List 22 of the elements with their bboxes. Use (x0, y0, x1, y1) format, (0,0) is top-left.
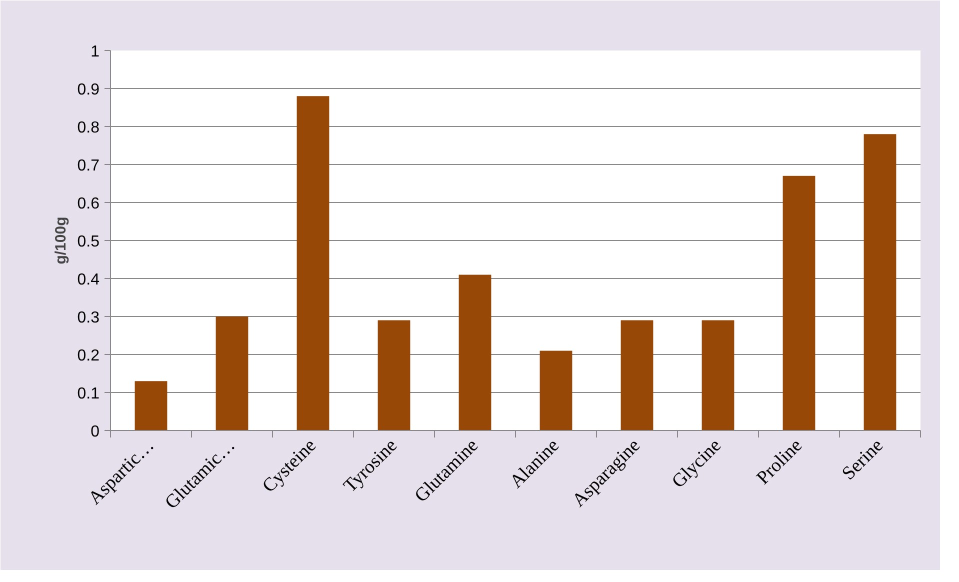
bar (540, 350, 572, 430)
y-tick-label: 0.2 (77, 348, 100, 364)
y-tick-label: 0.5 (77, 234, 100, 250)
bar (620, 320, 654, 430)
y-tick-label: 0.1 (77, 386, 100, 402)
bar (216, 316, 248, 430)
bar (864, 134, 896, 430)
y-tick-label: 0.4 (77, 272, 100, 288)
bar (458, 274, 492, 430)
y-tick-label: 0.9 (77, 82, 100, 98)
bar (134, 381, 168, 430)
y-tick-label: 0.3 (77, 310, 100, 326)
bar (378, 320, 410, 430)
bar (782, 176, 816, 430)
bar (702, 320, 734, 430)
y-axis-title: g/100g (52, 216, 70, 264)
bar (296, 96, 330, 430)
y-tick-label: 0.8 (77, 120, 100, 136)
y-tick-label: 0 (90, 424, 100, 440)
y-tick-label: 0.6 (77, 196, 100, 212)
y-tick-label: 0.7 (77, 158, 100, 174)
y-tick-label: 1 (90, 44, 100, 60)
